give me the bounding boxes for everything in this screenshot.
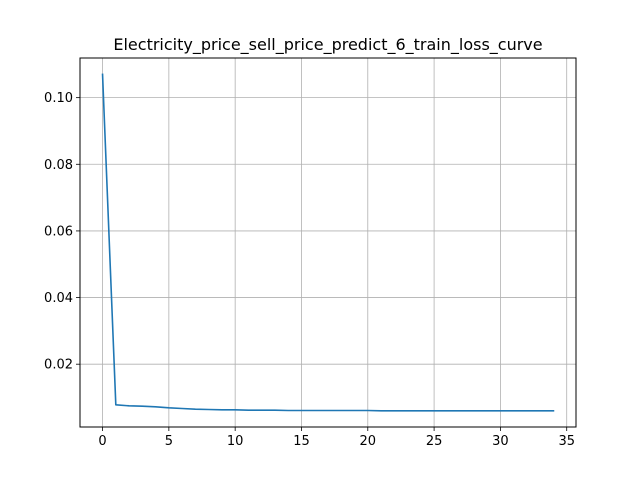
x-tick-label: 5 <box>165 434 173 449</box>
y-tick-label: 0.10 <box>44 91 73 106</box>
plot-frame <box>79 57 577 428</box>
series-line <box>101 73 555 412</box>
grid <box>80 58 576 427</box>
x-tick-label: 30 <box>492 434 509 449</box>
series-line-group <box>101 73 555 412</box>
y-tick-label: 0.02 <box>44 358 73 373</box>
x-tick-label: 20 <box>360 434 377 449</box>
x-tick-label: 15 <box>293 434 310 449</box>
x-axis: 0 5 10 15 20 25 30 35 <box>98 427 575 449</box>
x-tick-label: 25 <box>426 434 443 449</box>
x-tick-label: 10 <box>227 434 244 449</box>
y-tick-label: 0.06 <box>44 224 73 239</box>
y-tick-label: 0.04 <box>44 291 73 306</box>
x-tick-label: 35 <box>558 434 575 449</box>
chart-title: Electricity_price_sell_price_predict_6_t… <box>113 35 542 55</box>
y-tick-label: 0.08 <box>44 158 73 173</box>
x-tick-label: 0 <box>98 434 106 449</box>
y-axis: 0.02 0.04 0.06 0.08 0.10 <box>44 91 80 373</box>
